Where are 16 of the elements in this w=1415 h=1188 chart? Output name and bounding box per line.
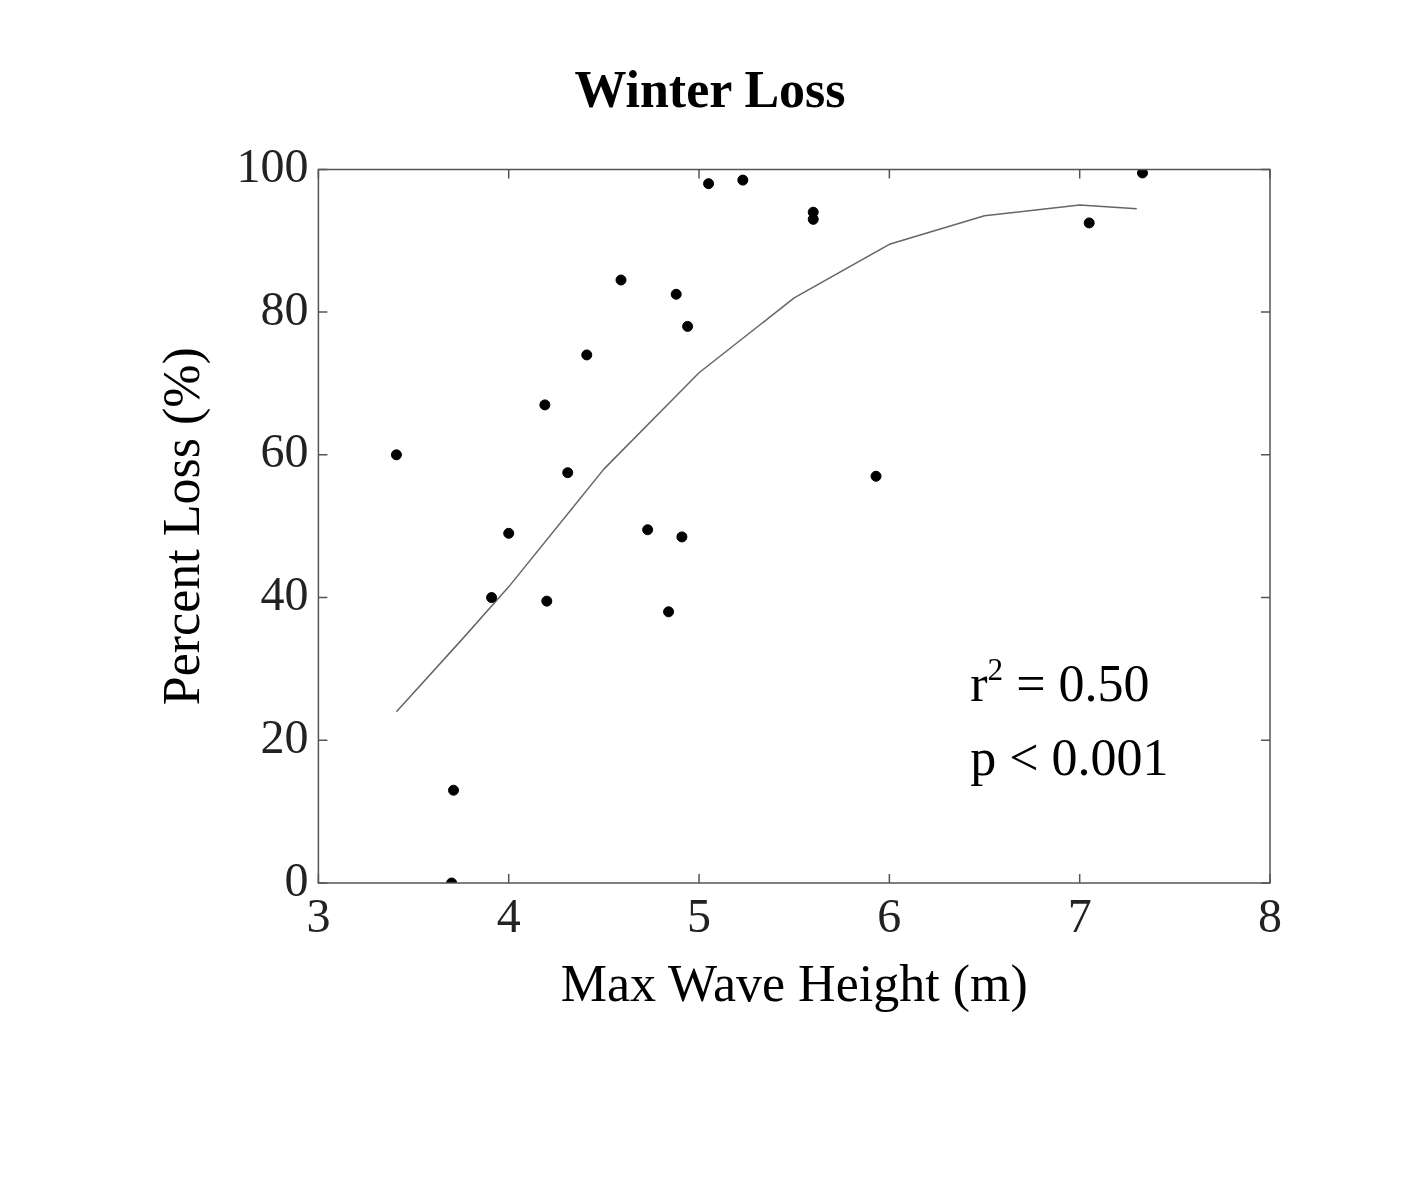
y-axis-title: Percent Loss (%) (152, 347, 211, 706)
y-tick-label: 80 (260, 281, 309, 335)
annotation: p < 0.001 (970, 729, 1169, 787)
x-tick-label: 8 (1258, 889, 1282, 943)
y-tick-label: 0 (284, 852, 309, 906)
chart-title: Winter Loss (574, 60, 846, 118)
y-tick-label: 20 (260, 709, 309, 763)
y-tick-label: 40 (260, 567, 309, 621)
x-tick-label: 7 (1067, 889, 1092, 943)
y-tick-label: 60 (260, 424, 309, 478)
x-tick-label: 4 (496, 889, 521, 943)
x-tick-label: 6 (877, 889, 902, 943)
x-tick-label: 5 (687, 889, 712, 943)
y-tick-label: 100 (236, 139, 309, 193)
x-axis-title: Max Wave Height (m) (560, 955, 1028, 1014)
x-tick-label: 3 (306, 889, 331, 943)
